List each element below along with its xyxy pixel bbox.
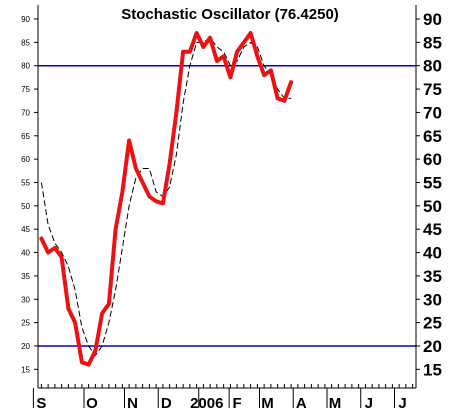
data-point: [162, 202, 164, 205]
data-point: [169, 163, 171, 165]
data-point: [101, 312, 103, 314]
right-tick-label: 15: [423, 360, 442, 379]
x-ticks: S O N D 2006 F M A M J J: [32, 384, 414, 412]
data-point: [108, 303, 110, 305]
data-point: [135, 167, 137, 170]
left-tick-label: 30: [21, 295, 30, 304]
data-point: [148, 195, 150, 198]
x-tick-label: S: [36, 395, 46, 412]
data-point: [155, 200, 157, 202]
x-tick-label: A: [296, 395, 307, 412]
data-point: [236, 51, 238, 53]
data-point: [216, 60, 218, 62]
right-tick-label: 20: [423, 337, 442, 356]
right-tick-label: 65: [423, 127, 442, 146]
x-tick-label: F: [233, 395, 242, 412]
data-point: [229, 76, 231, 78]
axes: [37, 5, 417, 389]
data-point: [121, 191, 123, 193]
right-tick-label: 70: [423, 103, 442, 122]
x-tick-label: M: [329, 395, 342, 412]
data-point: [182, 51, 184, 53]
left-tick-label: 15: [21, 365, 30, 374]
x-tick-label: J: [365, 395, 373, 412]
data-point: [283, 100, 285, 102]
data-point: [142, 181, 144, 184]
x-tick-label: D: [161, 395, 172, 412]
data-point: [47, 251, 49, 254]
data-point: [40, 237, 42, 240]
chart-title: Stochastic Oscillator (76.4250): [121, 6, 339, 23]
left-tick-label: 50: [21, 202, 30, 211]
data-point: [81, 361, 83, 363]
left-tick-label: 65: [21, 132, 30, 141]
right-tick-label: 75: [423, 80, 442, 99]
data-point: [67, 307, 69, 310]
reference-lines: [38, 64, 416, 347]
data-point: [115, 228, 117, 230]
data-point: [88, 364, 90, 366]
data-point: [243, 41, 245, 43]
data-point: [74, 322, 76, 324]
data-point: [270, 69, 272, 71]
left-tick-label: 75: [21, 85, 30, 94]
stochastic-line: [39, 31, 294, 367]
x-tick-label: O: [86, 395, 98, 412]
data-point: [250, 32, 252, 34]
data-point: [128, 139, 130, 142]
x-tick-label: N: [127, 395, 138, 412]
right-tick-label: 30: [423, 290, 442, 309]
right-tick-label: 35: [423, 267, 442, 286]
left-tick-label: 40: [21, 249, 30, 258]
right-tick-label: 40: [423, 244, 442, 263]
data-point: [263, 74, 265, 76]
left-tick-label: 25: [21, 319, 30, 328]
data-point: [54, 247, 56, 249]
left-y-ticks: 15 20 25 30 35 40 45 50 55 60 65 70 75 80 85 90: [21, 15, 38, 374]
data-point: [189, 51, 191, 53]
data-point: [196, 32, 198, 34]
data-point: [61, 256, 63, 258]
series-layer: [39, 31, 294, 367]
right-tick-label: 25: [423, 314, 442, 333]
right-tick-label: 80: [423, 57, 442, 76]
left-tick-label: 70: [21, 108, 30, 117]
right-y-ticks: 15 20 25 30 35 40 45 50 55 60 65 70 75 80 85 90: [416, 10, 442, 379]
right-tick-label: 60: [423, 150, 442, 169]
left-tick-label: 20: [21, 342, 30, 351]
right-tick-label: 45: [423, 220, 442, 239]
data-point: [175, 111, 177, 114]
x-tick-label: M: [261, 395, 274, 412]
x-tick-label: J: [398, 395, 406, 412]
left-tick-label: 35: [21, 272, 30, 281]
left-tick-label: 80: [21, 62, 30, 71]
data-point: [223, 55, 225, 57]
left-tick-label: 45: [21, 225, 30, 234]
right-tick-label: 50: [423, 197, 442, 216]
data-point: [209, 37, 211, 39]
left-tick-label: 90: [21, 15, 30, 24]
right-tick-label: 55: [423, 173, 442, 192]
x-tick-label: 2006: [190, 395, 223, 412]
data-point: [256, 55, 258, 57]
right-tick-label: 90: [423, 10, 442, 29]
left-tick-label: 85: [21, 38, 30, 47]
data-point: [277, 97, 279, 100]
left-tick-label: 55: [21, 178, 30, 187]
data-point: [290, 81, 292, 83]
left-tick-label: 60: [21, 155, 30, 164]
data-point: [94, 350, 96, 352]
data-point: [202, 46, 204, 48]
signal-line: [40, 37, 292, 357]
right-tick-label: 85: [423, 33, 442, 52]
